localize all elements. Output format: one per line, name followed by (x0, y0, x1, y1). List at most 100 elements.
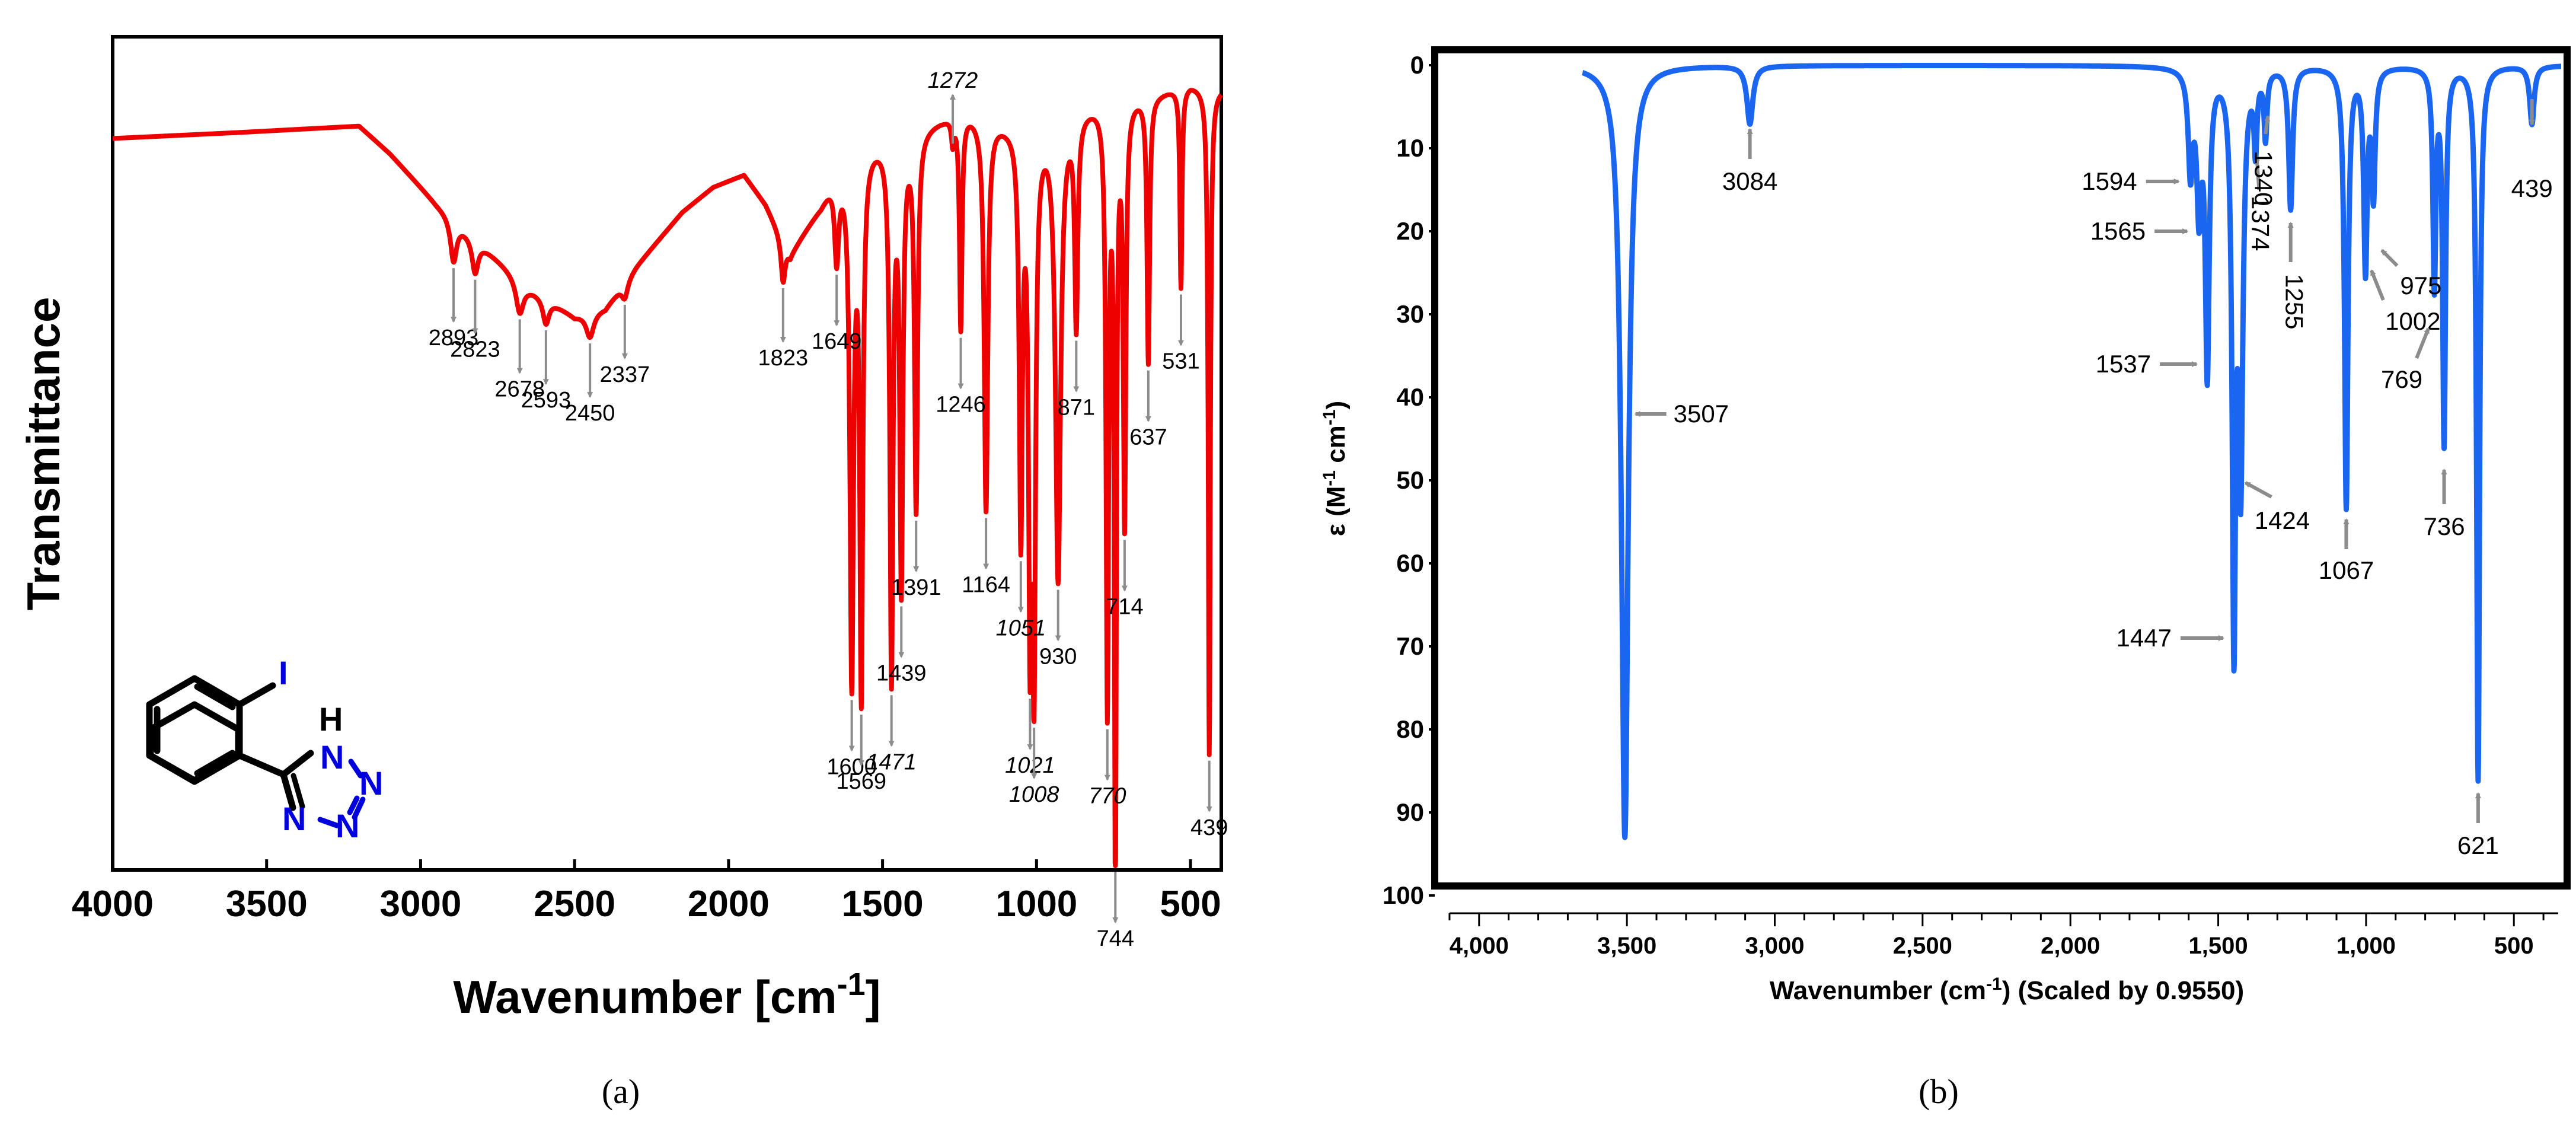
panel-b-peak-label: 1447 (2117, 624, 2172, 652)
panel-b-x-tick-label: 4,000 (1450, 933, 1509, 959)
iodine-label: I (279, 654, 288, 691)
panel-b-x-tick-label: 3,500 (1597, 933, 1656, 959)
benzene-ring (146, 675, 314, 811)
panel-b-y-tick-label: 40 (1396, 383, 1424, 411)
panel-b-x-tick-label: 2,500 (1893, 933, 1952, 959)
panel-b-peak-arrow (2415, 327, 2430, 359)
panel-b-x-tick-label: 3,000 (1745, 933, 1804, 959)
panel-b-x-tick-label: 1,500 (2188, 933, 2248, 959)
panel-a-peak-label: 714 (1106, 594, 1143, 619)
panel-b-peak-label: 1424 (2255, 506, 2310, 534)
panel-a-x-ticks: 4000 3500 3000 2500 2000 1500 1000 500 (72, 859, 1221, 925)
panel-a-spectrum-line (110, 88, 1224, 868)
panel-a-x-tick-label: 3000 (379, 884, 461, 925)
panel-b-peak-arrow (2380, 248, 2399, 267)
tetrazole-n1-label: N (320, 738, 344, 776)
panel-b-peak-label: 1340 (2249, 151, 2277, 206)
panel-b-peak-label: 1374 (2246, 196, 2274, 251)
panel-b-peak-label: 3507 (1674, 400, 1729, 428)
panel-a-peak-label: 531 (1162, 349, 1199, 374)
panel-b-peak-label: 1067 (2319, 556, 2374, 584)
panel-a-peak-label: 744 (1097, 926, 1134, 951)
panel-b-spectrum-line (1580, 63, 2564, 840)
panel-b: 0 10 20 30 40 50 60 70 80 90 100 4,000 3,500 3,000 2,… (1320, 46, 2571, 1111)
panel-b-plot-frame (1431, 46, 2571, 890)
panel-a-peak-label: 1051 (996, 616, 1046, 640)
panel-b-x-tick-label: 1,000 (2336, 933, 2396, 959)
panel-a-peak-label: 439 (1190, 815, 1228, 840)
nh-hydrogen-label: H (319, 700, 343, 738)
panel-b-peak-label: 736 (2424, 512, 2465, 540)
panel-a-peak-label: 1649 (812, 329, 862, 354)
tetrazole-n3-label: N (336, 807, 359, 844)
panel-a-peak-label: 1164 (962, 572, 1010, 597)
panel-b-peak-arrow (2253, 155, 2261, 190)
panel-b-y-tick-label: 90 (1396, 798, 1424, 826)
panel-a-peak-label: 770 (1089, 784, 1126, 809)
panel-a-peak-label: 1439 (876, 661, 927, 686)
panel-a-x-axis-label: Wavenumber [cm-1] (453, 967, 880, 1023)
panel-a-peak-label: 1246 (936, 393, 986, 417)
panel-b-y-tick-label: 20 (1396, 217, 1424, 245)
panel-a-peak-label: 2593 (521, 388, 572, 413)
panel-b-peak-label: 1537 (2096, 350, 2151, 378)
molecule-structure: I H N N N N (146, 654, 383, 844)
panel-b-y-tick-label: 0 (1410, 51, 1424, 79)
panel-b-peak-arrow (2264, 115, 2271, 135)
panel-b-x-tick-label: 500 (2494, 933, 2534, 959)
panel-b-peak-label: 1565 (2090, 217, 2146, 245)
panel-a-peak-label: 637 (1129, 425, 1167, 450)
panel-a: 4000 3500 3000 2500 2000 1500 1000 500 28932823… (17, 35, 1228, 1111)
panel-b-peak-label: 3084 (1722, 167, 1777, 195)
panel-b-y-axis-label: ε (M-1 cm-1) (1320, 401, 1351, 536)
tetrazole-n2-label: N (359, 764, 383, 802)
panel-a-peak-label: 930 (1039, 645, 1077, 670)
panel-a-peak-label: 1471 (866, 750, 917, 774)
panel-b-x-tick-label: 2,000 (2041, 933, 2100, 959)
panel-a-peak-label: 1391 (891, 575, 941, 600)
panel-b-y-tick-label: 60 (1396, 549, 1424, 577)
tetrazole-ring (280, 750, 366, 828)
panel-a-peak-label: 1272 (928, 68, 978, 93)
panel-b-peak-label: 769 (2381, 365, 2422, 393)
panel-a-x-tick-label: 4000 (72, 884, 154, 925)
panel-a-x-tick-label: 1500 (842, 884, 924, 925)
panel-a-peak-label: 2893 (429, 326, 479, 350)
panel-a-peak-label: 1569 (836, 769, 886, 794)
panel-a-x-tick-label: 1000 (995, 884, 1077, 925)
panel-a-y-axis-label: Transmittance (17, 297, 69, 611)
panel-b-peak-label: 1594 (2082, 167, 2137, 195)
panel-a-peak-label: 2337 (600, 362, 650, 387)
panel-a-x-tick-label: 3500 (226, 884, 308, 925)
panel-a-x-tick-label: 2500 (534, 884, 615, 925)
panel-b-y-tick-label: 70 (1396, 632, 1424, 660)
tetrazole-n4-label: N (282, 800, 306, 837)
panel-b-caption: (b) (1919, 1072, 1959, 1111)
panel-a-x-tick-label: 2000 (688, 884, 770, 925)
panel-a-plot-frame (111, 35, 1223, 872)
panel-b-y-tick-label: 30 (1396, 300, 1424, 328)
panel-b-y-tick-label: 10 (1396, 134, 1424, 162)
panel-b-y-tick-label: 80 (1396, 715, 1424, 743)
panel-a-peak-label: 2823 (450, 337, 500, 362)
panel-a-peak-label: 1600 (826, 754, 877, 779)
panel-a-peak-label: 2678 (494, 377, 545, 401)
panel-b-x-ticks: 4,000 3,500 3,000 2,500 2,000 1,500 1,000 500 (1448, 912, 2559, 959)
panel-a-peak-label: 1823 (758, 346, 809, 371)
panel-a-peak-label: 2450 (565, 401, 615, 426)
panel-a-peak-label: 1021 (1005, 753, 1055, 778)
panel-b-peak-label: 1002 (2385, 307, 2440, 335)
panel-b-y-ticks: 0 10 20 30 40 50 60 70 80 90 100 (1383, 51, 1435, 909)
panel-b-x-axis-label: Wavenumber (cm-1) (Scaled by 0.9550) (1770, 974, 2244, 1005)
panel-a-x-tick-label: 500 (1160, 884, 1221, 925)
panel-b-peak-label: 1255 (2281, 274, 2309, 329)
panel-a-caption: (a) (602, 1072, 640, 1111)
panel-a-peak-label: 1008 (1009, 782, 1059, 807)
panel-b-peak-arrow (2244, 481, 2272, 499)
panel-b-y-tick-label: 50 (1396, 466, 1424, 494)
panel-b-peak-arrow (2370, 269, 2385, 301)
panel-a-peak-label: 871 (1058, 395, 1095, 420)
